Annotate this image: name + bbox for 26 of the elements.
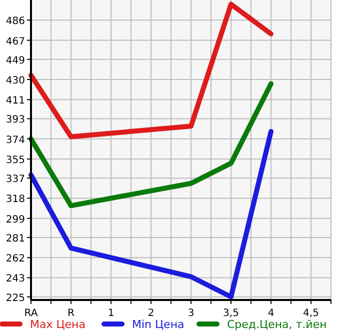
x-tick-label: 4,5 (303, 308, 319, 319)
y-tick-label: 467 (6, 36, 25, 48)
y-tick-label: 374 (6, 134, 25, 146)
y-tick-label: 281 (6, 233, 25, 244)
x-tick-label: 3 (188, 308, 194, 319)
y-tick-label: 393 (6, 114, 25, 126)
legend-label: Сред.Цена, т.йен (227, 318, 327, 331)
x-tick-label: R (68, 308, 75, 319)
y-tick-label: 225 (6, 292, 25, 304)
y-tick-label: 337 (6, 174, 25, 186)
x-tick-label: 3,5 (223, 308, 239, 319)
y-tick-label: 486 (6, 16, 25, 28)
legend-label: Min Цена (132, 318, 184, 331)
x-tick-label: 1 (108, 308, 114, 319)
y-tick-label: 243 (6, 274, 25, 285)
x-tick-label: 2 (148, 308, 154, 319)
x-tick-label: RA (24, 308, 38, 319)
y-tick-label: 318 (6, 194, 25, 206)
x-tick-label: 4 (268, 308, 274, 319)
y-tick-label: 430 (6, 76, 25, 87)
y-tick-label: 411 (6, 96, 25, 107)
y-tick-label: 299 (6, 214, 25, 226)
legend-label: Max Цена (30, 318, 86, 331)
y-tick-label: 355 (6, 155, 25, 166)
y-tick-label: 449 (6, 55, 25, 66)
y-tick-label: 262 (6, 254, 25, 265)
